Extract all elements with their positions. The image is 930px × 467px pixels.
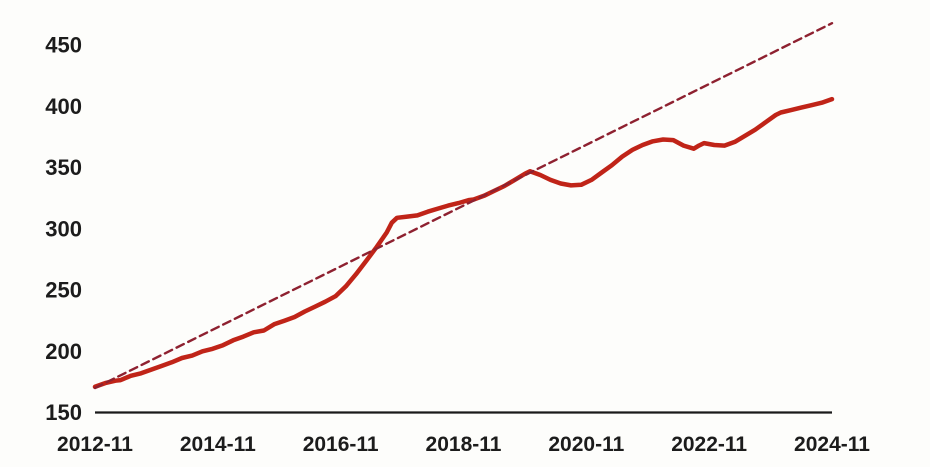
y-axis-tick-label: 350: [45, 155, 82, 180]
x-axis-tick-label: 2018-11: [426, 433, 502, 456]
y-axis-tick-label: 300: [45, 216, 82, 241]
y-axis-tick-label: 400: [45, 94, 82, 119]
index-value-line: [92, 96, 835, 390]
x-axis-tick-label: 2012-11: [57, 433, 133, 456]
y-axis-tick-label: 450: [45, 33, 82, 58]
x-axis-tick-label: 2016-11: [303, 433, 379, 456]
y-axis-tick-label: 250: [45, 278, 82, 303]
y-axis-tick-label: 150: [45, 400, 82, 425]
x-axis-tick-label: 2022-11: [671, 433, 747, 456]
x-axis-tick-label: 2024-11: [794, 433, 870, 456]
x-axis-tick-label: 2020-11: [548, 433, 624, 456]
x-axis-tick-label: 2014-11: [180, 433, 256, 456]
linear-trend-line: [93, 22, 834, 390]
y-axis-tick-label: 200: [45, 339, 82, 364]
